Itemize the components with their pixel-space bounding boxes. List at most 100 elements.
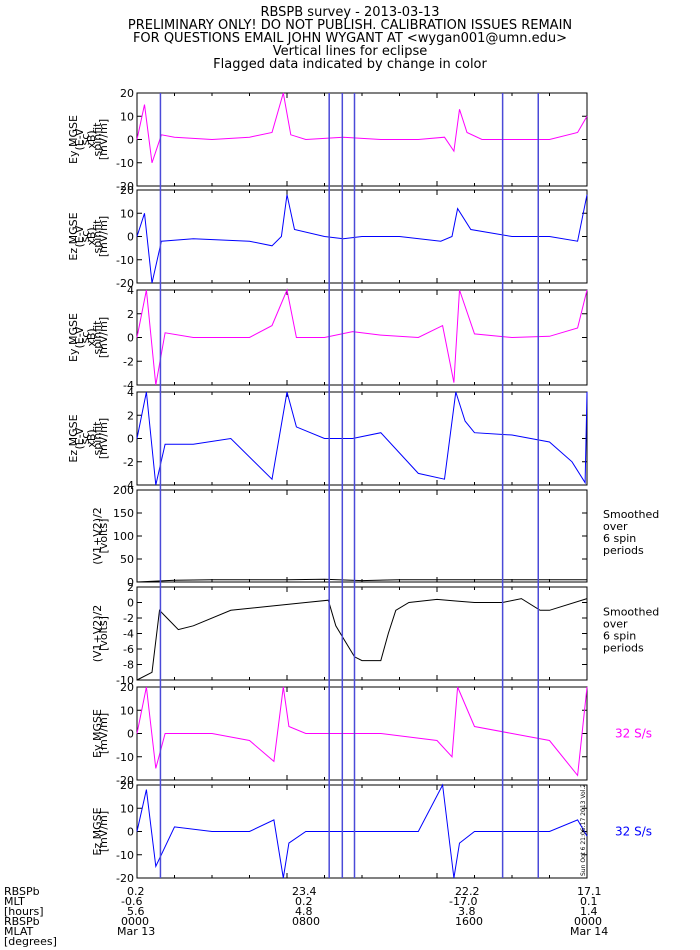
y-tick-label: 0	[127, 231, 134, 244]
y-axis-label-line: [mV/m]	[97, 317, 110, 358]
col1-l: 4.8	[295, 905, 313, 918]
y-tick-label: -4	[123, 479, 134, 492]
y-tick-label: 10	[120, 207, 134, 220]
y-tick-label: 20	[120, 779, 134, 792]
y-tick-label: 20	[120, 184, 134, 197]
eclipse-note: Vertical lines for eclipse	[272, 44, 428, 59]
sample-rate-label: 32 S/s	[615, 727, 652, 741]
y-axis-label-line: [volts]	[97, 519, 110, 554]
col0-mlat: -0.6	[121, 895, 143, 908]
timestamp-text: Sun Oct 6 21:06:17 2013 Vol.2	[580, 784, 587, 876]
y-tick-label: 150	[113, 507, 134, 520]
y-tick-label: 0	[127, 433, 134, 446]
y-axis-label-line: (E-V	[73, 128, 86, 151]
row-label-1: MLT	[4, 895, 25, 908]
y-tick-label: 2	[127, 409, 134, 422]
y-tick-label: -10	[116, 849, 134, 862]
y-axis-label-line: xB)	[85, 429, 98, 447]
row-label-5: [degrees]	[4, 935, 57, 948]
series-line-4	[136, 578, 587, 583]
panel-frame-5	[136, 586, 588, 681]
y-axis-label-line: (E-V	[73, 427, 86, 450]
y-tick-label: -4	[123, 628, 134, 641]
y-tick-label: -6	[123, 643, 134, 656]
panel-frame-4	[136, 489, 588, 583]
y-tick-label: -8	[123, 659, 134, 672]
y-axis-label-line: Ez MGSE	[91, 807, 104, 855]
row-label-4: MLAT	[4, 925, 34, 938]
y-tick-label: 0	[127, 332, 134, 345]
y-axis-label-line: (V1+V2)/2	[91, 507, 104, 565]
y-axis-label-line: spinfit	[91, 421, 104, 456]
col1-mlat: 0.2	[295, 895, 313, 908]
warning-line-1: PRELIMINARY ONLY! DO NOT PUBLISH. CALIBR…	[127, 18, 573, 33]
col3-date: Mar 14	[570, 925, 609, 938]
panel-frame-3	[136, 391, 588, 486]
col1-mlt: 23.4	[292, 885, 317, 898]
y-axis-label-line: (E-V	[73, 225, 86, 248]
y-axis-label-5: (V1+V2)/2[volts]	[91, 605, 110, 663]
y-tick-label: 0	[127, 597, 134, 610]
y-axis-label-line: spinfit	[91, 122, 104, 157]
y-tick-label: -20	[116, 774, 134, 787]
y-tick-label: -10	[116, 157, 134, 170]
col3-mlt: 17.1	[577, 885, 602, 898]
y-tick-label: 0	[127, 728, 134, 741]
col3-mlat: 0.1	[580, 895, 598, 908]
smoothing-note-line: periods	[603, 544, 644, 557]
y-axis-label-line: spinfit	[91, 320, 104, 355]
y-axis-label-4: (V1+V2)/2[volts]	[91, 507, 110, 565]
y-tick-label: -10	[116, 674, 134, 687]
y-tick-label: 0	[127, 826, 134, 839]
y-tick-label: 10	[120, 110, 134, 123]
col2-l: 3.8	[458, 905, 476, 918]
y-axis-label-line: Ey MGSE	[67, 115, 80, 164]
y-axis-label-line: (V1+V2)/2	[91, 605, 104, 663]
row-label-2: [hours]	[4, 905, 44, 918]
row-label-3: RBSPb	[4, 915, 40, 928]
y-axis-label-line: sc	[79, 433, 92, 445]
plot-title: RBSPB survey - 2013-03-13	[260, 5, 440, 20]
y-tick-label: -2	[123, 612, 134, 625]
flag-note: Flagged data indicated by change in colo…	[213, 57, 487, 72]
y-tick-label: 20	[120, 87, 134, 100]
y-tick-label: 200	[113, 484, 134, 497]
smoothing-note-line: over	[603, 618, 628, 631]
series-line-6	[136, 686, 588, 777]
col3-time: 0000	[574, 915, 602, 928]
series-line-0	[136, 92, 588, 163]
y-axis-label-7: Ez MGSE[mV/m]	[91, 807, 110, 855]
y-tick-label: -10	[116, 254, 134, 267]
series-line-7	[136, 783, 588, 879]
smoothing-note-line: 6 spin	[603, 630, 636, 643]
y-axis-label-line: [mV/m]	[97, 811, 110, 852]
y-axis-label-line: Ez MGSE	[67, 212, 80, 260]
col2-mlat: -17.0	[449, 895, 478, 908]
y-axis-label-6: Ey MGSE[mV/m]	[91, 709, 110, 758]
col2-time: 1600	[455, 915, 483, 928]
smoothing-note-line: over	[603, 520, 628, 533]
smoothing-note-line: 6 spin	[603, 532, 636, 545]
y-axis-label-line: [volts]	[97, 616, 110, 651]
y-axis-label-line: (E-V	[73, 326, 86, 349]
timestamp-stamp: Sun Oct 6 21:06:17 2013 Vol.2	[580, 784, 587, 876]
y-tick-label: 50	[120, 553, 134, 566]
y-tick-label: -2	[123, 355, 134, 368]
y-tick-label: -10	[116, 751, 134, 764]
y-tick-label: -20	[116, 872, 134, 885]
col0-l: 5.6	[127, 905, 145, 918]
y-tick-label: 2	[127, 308, 134, 321]
smoothing-note-line: Smoothed	[603, 508, 659, 521]
y-axis-label-line: xB)	[85, 227, 98, 245]
y-axis-label-line: spinfit	[91, 219, 104, 254]
col2-mlt: 22.2	[455, 885, 480, 898]
y-tick-label: -20	[116, 277, 134, 290]
col0-date: Mar 13	[117, 925, 156, 938]
smoothing-note-line: Smoothed	[603, 606, 659, 619]
y-axis-label-line: [mV/m]	[97, 713, 110, 754]
y-axis-label-line: Ez MGSE	[67, 414, 80, 462]
